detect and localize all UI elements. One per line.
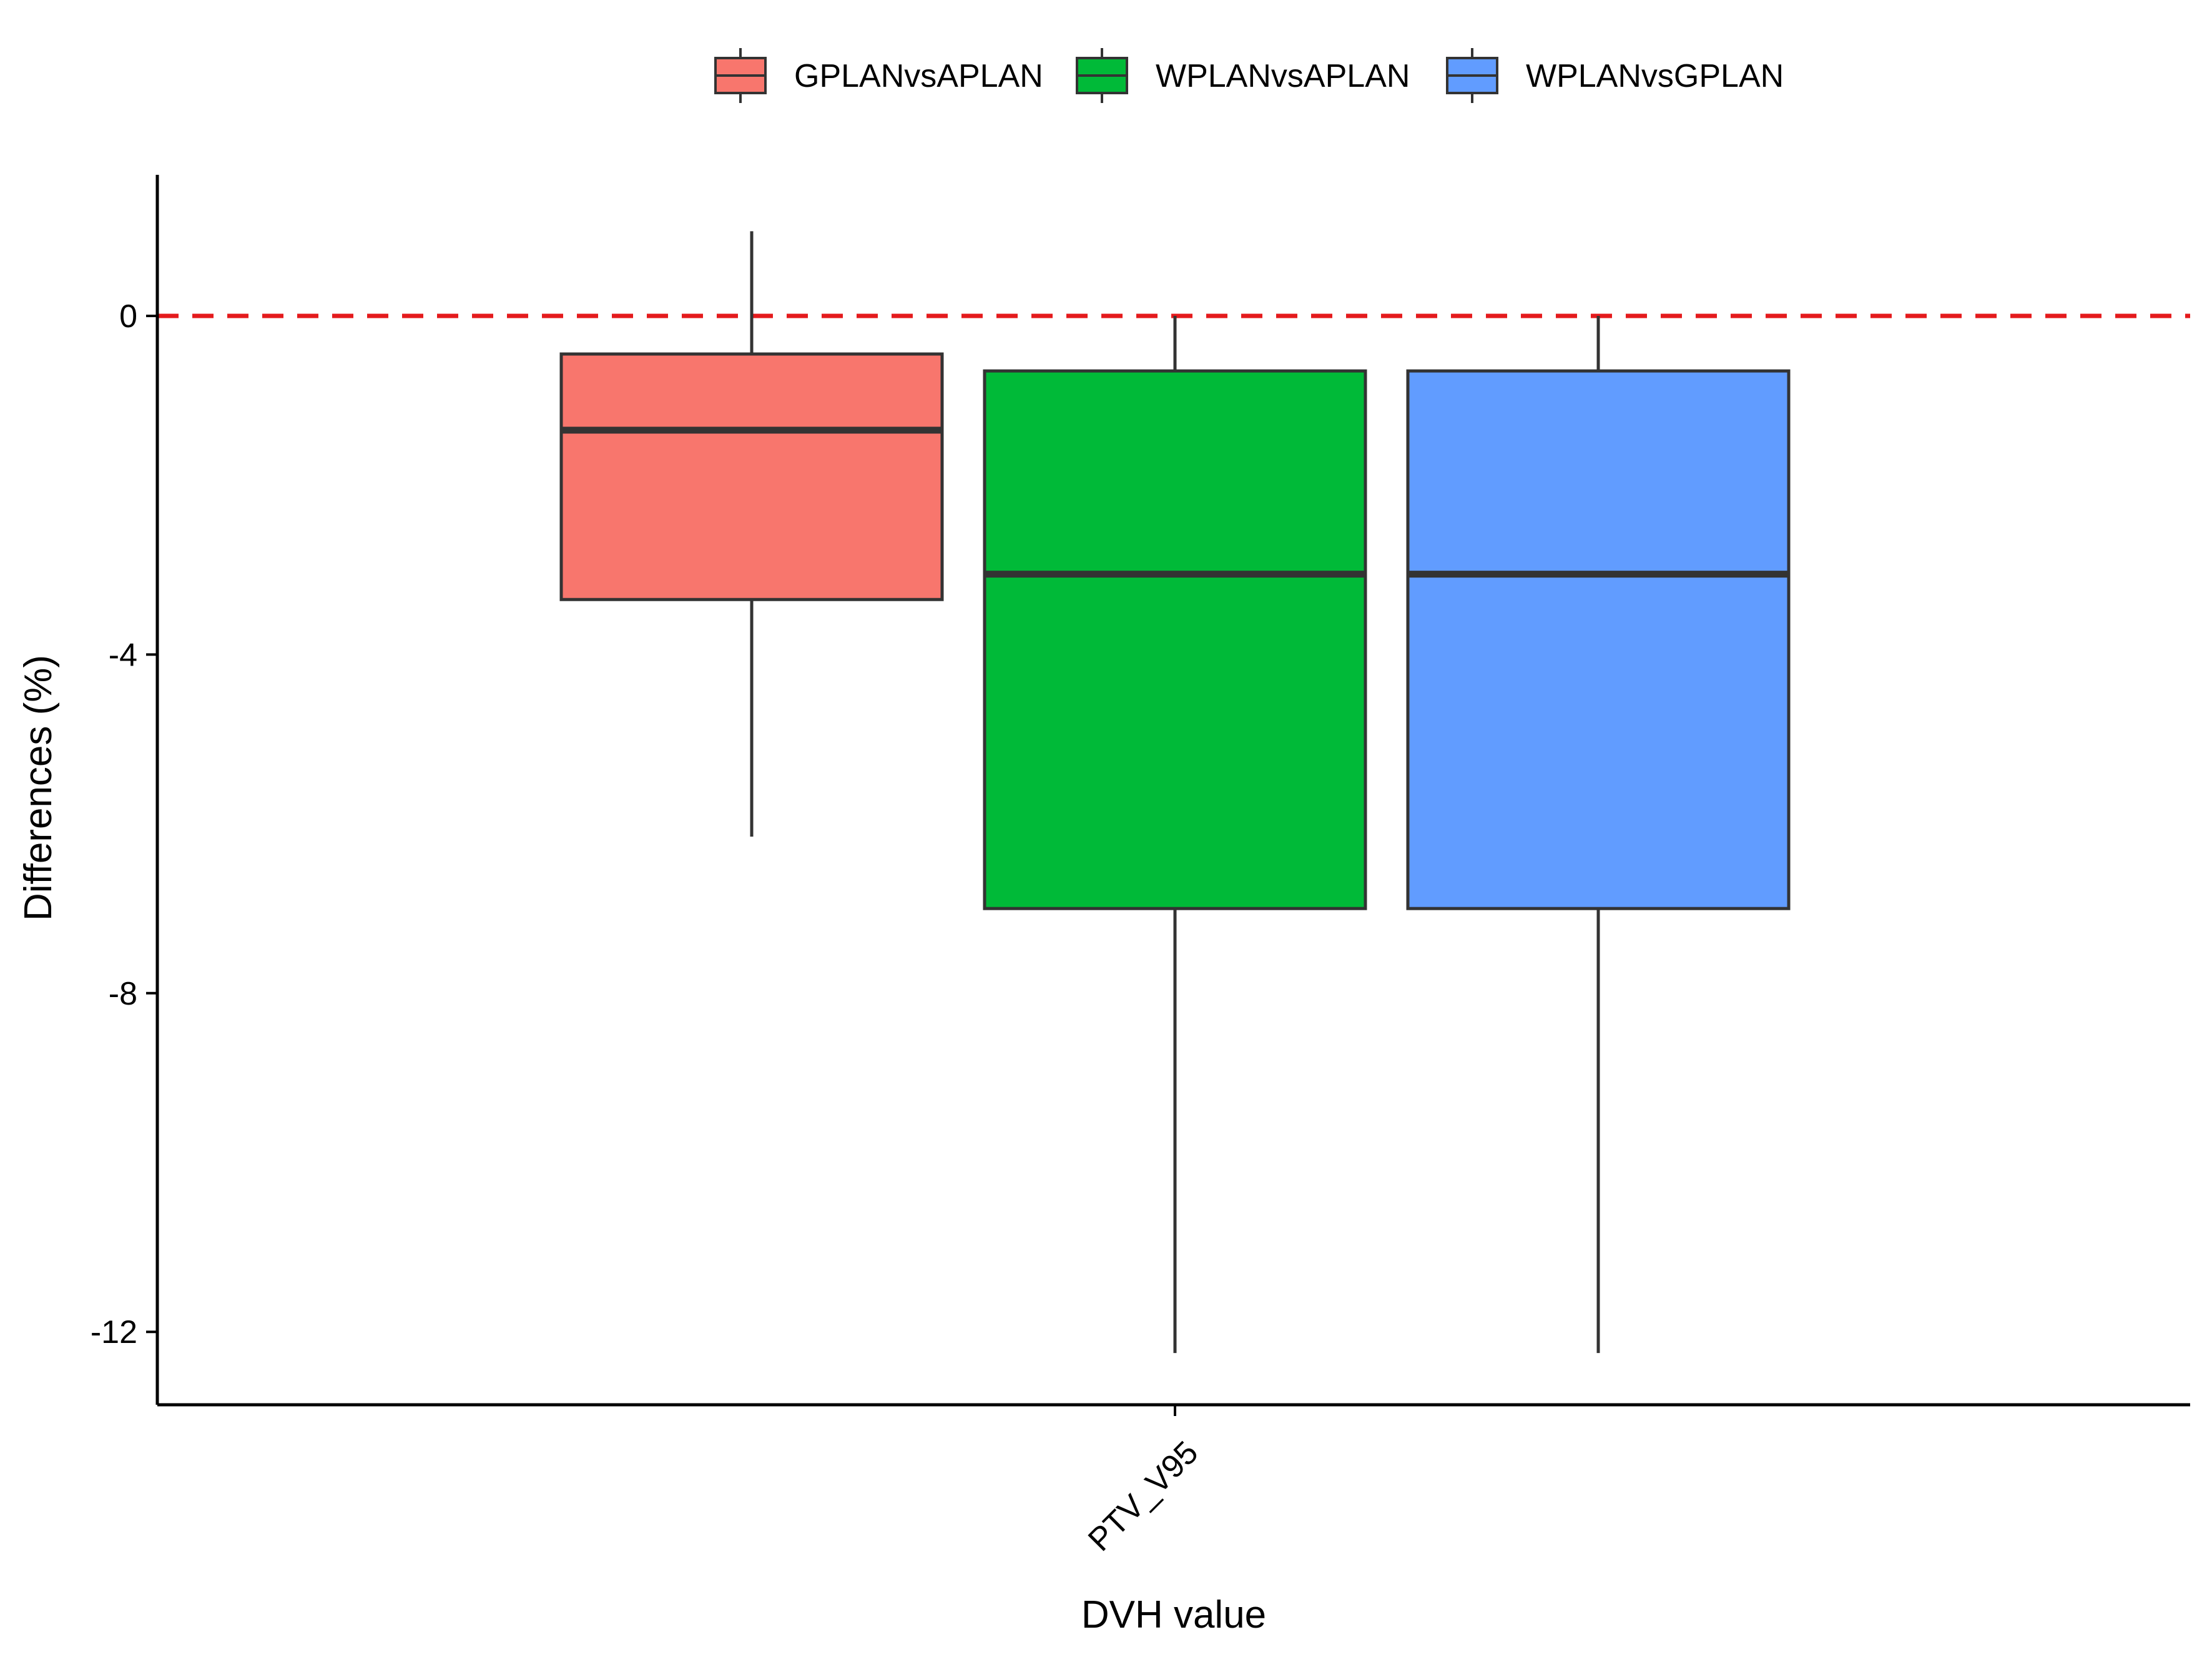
y-tick-label: -8 [109,976,137,1012]
x-tick-label: PTV_V95 [1081,1434,1205,1558]
y-tick-label: -12 [91,1314,137,1350]
box-body [983,369,1367,910]
legend-item-GPLANvsAPLAN: GPLANvsAPLAN [714,48,1043,103]
legend-item-WPLANvsGPLAN: WPLANvsGPLAN [1446,48,1784,103]
legend: GPLANvsAPLAN WPLANvsAPLAN WPLANvsGPLAN [714,48,1784,103]
x-axis-title: DVH value [1081,1593,1266,1636]
box-WPLANvsAPLAN [983,316,1367,1354]
box-WPLANvsGPLAN [1406,316,1791,1354]
legend-label: WPLANvsGPLAN [1526,58,1784,94]
box-body [559,352,944,601]
legend-item-WPLANvsAPLAN: WPLANvsAPLAN [1076,48,1410,103]
box-body [1406,369,1791,910]
legend-label: GPLANvsAPLAN [794,58,1043,94]
plot-area [157,231,2190,1354]
legend-label: WPLANvsAPLAN [1156,58,1410,94]
y-tick-label: 0 [119,298,137,335]
box-GPLANvsAPLAN [559,231,944,837]
y-tick-label: -4 [109,637,137,673]
y-axis-title: Differences (%) [17,655,60,921]
